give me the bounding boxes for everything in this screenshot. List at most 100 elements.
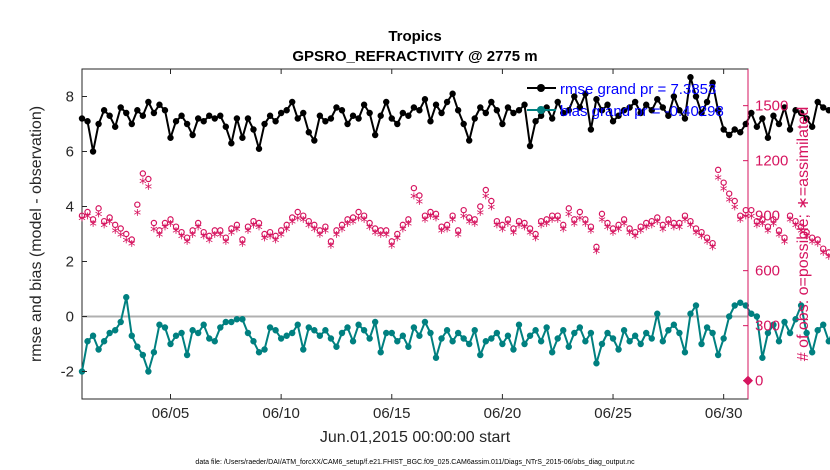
bias-point bbox=[659, 338, 667, 345]
obs-possible-point bbox=[565, 205, 572, 212]
bias-point bbox=[637, 340, 644, 348]
bias-point bbox=[504, 332, 512, 339]
obs-assimilated-point: * bbox=[720, 182, 728, 200]
bias-point bbox=[676, 329, 683, 337]
obs-assimilated-point: * bbox=[681, 213, 689, 231]
rmse-point bbox=[753, 123, 761, 130]
rmse-point bbox=[261, 120, 268, 128]
obs-assimilated-point: * bbox=[205, 233, 213, 251]
rmse-point bbox=[510, 109, 517, 117]
y-right-tick-label: 1500 bbox=[755, 98, 788, 115]
bias-point bbox=[183, 351, 191, 359]
rmse-point bbox=[288, 98, 296, 106]
bias-point bbox=[648, 335, 655, 342]
obs-possible-point bbox=[405, 216, 412, 223]
rmse-point bbox=[554, 98, 561, 106]
obs-possible-point bbox=[692, 225, 700, 232]
obs-possible-point bbox=[748, 206, 755, 214]
bias-point bbox=[781, 318, 788, 326]
rmse-point bbox=[305, 129, 312, 136]
obs-possible-point bbox=[371, 225, 379, 232]
obs-possible-point bbox=[410, 184, 418, 192]
bias-point bbox=[609, 335, 617, 342]
obs-possible-point bbox=[609, 225, 617, 232]
bias-point bbox=[244, 329, 252, 337]
rmse-point bbox=[587, 126, 595, 133]
bias-point bbox=[134, 343, 141, 350]
obs-possible-point bbox=[786, 212, 794, 219]
obs-assimilated-point: * bbox=[89, 217, 97, 235]
rmse-point bbox=[106, 112, 113, 119]
obs-possible-point bbox=[194, 219, 202, 227]
rmse-point bbox=[620, 107, 628, 114]
bias-point bbox=[775, 338, 783, 345]
obs-assimilated-point: * bbox=[604, 221, 612, 239]
bias-point bbox=[95, 346, 102, 353]
bias-point bbox=[825, 338, 830, 345]
obs-assimilated-point: * bbox=[582, 217, 590, 235]
bias-point bbox=[427, 329, 434, 337]
x-tick-label: 06/15 bbox=[373, 405, 411, 422]
obs-possible-point bbox=[366, 219, 373, 227]
obs-possible-point bbox=[482, 186, 490, 194]
obs-possible-point bbox=[239, 236, 246, 243]
bias-point bbox=[604, 329, 611, 337]
bias-point bbox=[709, 329, 716, 337]
rmse-point bbox=[659, 104, 667, 111]
obs-assimilated-point: * bbox=[100, 219, 108, 237]
obs-possible-point bbox=[145, 175, 152, 183]
obs-possible-point bbox=[394, 230, 401, 238]
obs-assimilated-point: * bbox=[156, 228, 164, 246]
bias-point bbox=[194, 329, 202, 337]
rmse-point bbox=[344, 120, 351, 128]
obs-assimilated-point: * bbox=[377, 228, 385, 246]
obs-assimilated-point: * bbox=[477, 206, 485, 224]
obs-possible-point bbox=[388, 238, 395, 245]
obs-possible-point bbox=[825, 249, 830, 256]
obs-assimilated-point: * bbox=[565, 208, 573, 226]
obs-assimilated-point: * bbox=[311, 222, 319, 240]
obs-possible-point bbox=[808, 234, 816, 241]
rmse-point bbox=[167, 134, 174, 141]
rmse-point bbox=[770, 112, 777, 119]
bias-point bbox=[466, 340, 473, 348]
bias-point bbox=[84, 338, 91, 345]
obs-assimilated-point: * bbox=[742, 210, 750, 228]
rmse-point bbox=[100, 107, 108, 114]
obs-possible-point bbox=[261, 230, 268, 238]
obs-possible-point bbox=[355, 208, 362, 216]
obs-assimilated-point: * bbox=[576, 211, 584, 229]
obs-assimilated-point: * bbox=[172, 224, 180, 242]
obs-assimilated-point: * bbox=[382, 228, 390, 246]
obs-possible-point bbox=[637, 223, 644, 230]
bias-point bbox=[698, 340, 705, 348]
chart-subtitle: GPSRO_REFRACTIVITY @ 2775 m bbox=[292, 48, 537, 65]
bias-point bbox=[200, 321, 207, 328]
obs-possible-point bbox=[134, 201, 141, 208]
obs-possible-point bbox=[515, 217, 523, 225]
bias-point bbox=[416, 332, 423, 339]
obs-possible-point bbox=[510, 225, 517, 232]
rmse-point bbox=[427, 118, 434, 125]
bias-point bbox=[703, 324, 711, 331]
bias-point bbox=[349, 338, 357, 345]
bias-point bbox=[654, 310, 661, 317]
x-tick-label: 06/30 bbox=[705, 405, 743, 422]
obs-possible-point bbox=[681, 212, 689, 219]
rmse-point bbox=[560, 109, 567, 117]
bias-point bbox=[471, 327, 478, 334]
rmse-point bbox=[593, 96, 600, 103]
bias-point bbox=[305, 324, 312, 331]
obs-assimilated-point: * bbox=[405, 217, 413, 235]
bias-point bbox=[499, 340, 506, 348]
x-tick-label: 06/10 bbox=[262, 405, 300, 422]
obs-possible-point bbox=[770, 216, 777, 223]
bias-point bbox=[100, 338, 108, 345]
obs-possible-point bbox=[493, 217, 501, 225]
bias-point bbox=[764, 329, 772, 337]
rmse-point bbox=[95, 120, 102, 128]
obs-assimilated-point: * bbox=[465, 215, 473, 233]
bias-point bbox=[477, 351, 484, 359]
obs-possible-point bbox=[615, 221, 622, 229]
bias-point bbox=[615, 346, 622, 353]
